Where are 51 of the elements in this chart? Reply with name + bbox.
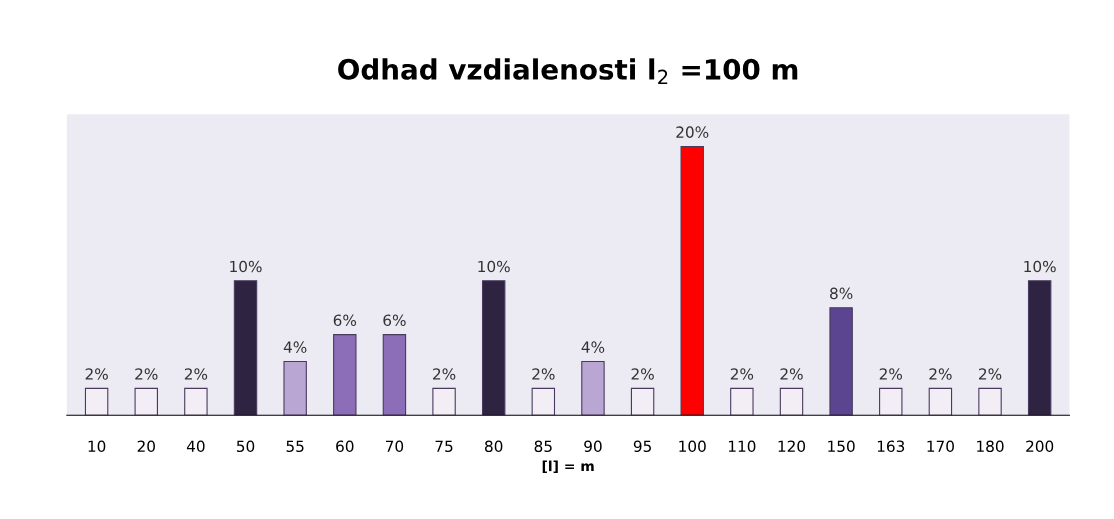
data-label: 6%: [383, 314, 406, 327]
bar: [581, 360, 605, 416]
x-tick-label: 170: [927, 440, 954, 453]
bar: [481, 280, 506, 416]
data-label: 2%: [979, 368, 1002, 380]
x-tick-label: 10: [88, 440, 106, 453]
data-label: 2%: [184, 368, 208, 380]
data-label: 10%: [478, 260, 510, 273]
x-tick-label: 163: [877, 440, 905, 453]
x-axis-title: [l] = m: [542, 460, 594, 473]
data-label: 20%: [676, 126, 709, 138]
bar: [333, 334, 357, 416]
data-label: 2%: [135, 368, 158, 380]
data-label: 10%: [1024, 260, 1056, 273]
data-label: 2%: [631, 368, 654, 380]
data-label: 2%: [433, 368, 456, 380]
data-label: 6%: [333, 314, 357, 327]
bar: [382, 334, 407, 416]
x-tick-label: 50: [236, 440, 255, 453]
bar: [680, 145, 704, 416]
chart-title: Odhad vzdialenosti l$_{2}$ =100 m: [338, 58, 798, 85]
data-label: 4%: [283, 341, 307, 353]
x-tick-label: 100: [679, 440, 706, 453]
x-tick-label: 60: [336, 440, 354, 453]
x-tick-label: 75: [435, 440, 453, 453]
x-tick-label: 110: [728, 440, 756, 453]
data-label: 2%: [879, 368, 903, 380]
data-label: 2%: [532, 368, 555, 380]
bar: [233, 280, 258, 416]
x-tick-label: 20: [137, 440, 155, 453]
data-label: 2%: [85, 368, 108, 380]
x-tick-label: 200: [1026, 440, 1054, 453]
data-label: 10%: [230, 260, 262, 273]
x-tick-label: 40: [186, 440, 205, 453]
x-tick-label: 85: [534, 440, 552, 453]
x-tick-label: 90: [584, 440, 602, 453]
x-tick-label: 180: [977, 440, 1004, 453]
data-label: 2%: [780, 368, 803, 380]
bar: [283, 360, 307, 416]
x-tick-label: 95: [633, 440, 651, 453]
data-label: 2%: [929, 368, 952, 380]
x-tick-label: 55: [286, 440, 304, 453]
x-tick-label: 150: [828, 440, 855, 453]
x-tick-label: 70: [385, 440, 404, 453]
x-tick-label: 120: [778, 440, 806, 453]
bar: [1027, 280, 1052, 416]
x-tick-label: 80: [485, 440, 503, 453]
data-label: 8%: [830, 287, 853, 300]
data-label: 2%: [730, 368, 754, 380]
bar: [829, 307, 853, 416]
data-label: 4%: [581, 341, 605, 353]
